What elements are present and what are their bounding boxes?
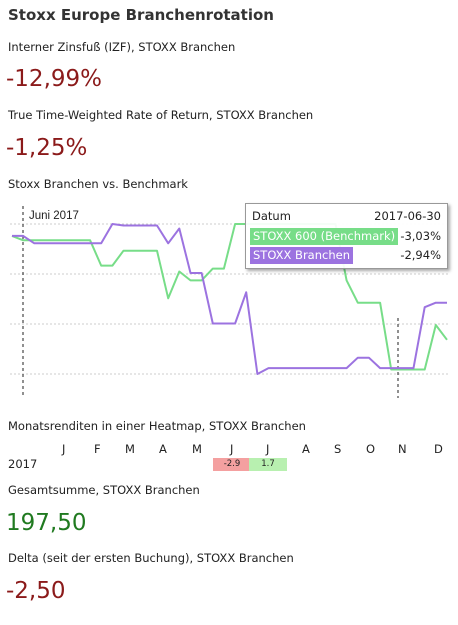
heatmap-label: Monatsrenditen in einer Heatmap, STOXX B… xyxy=(8,419,306,433)
heatmap-month-label: A xyxy=(302,442,310,456)
total-label: Gesamtsumme, STOXX Branchen xyxy=(8,483,200,497)
heatmap-month-label: S xyxy=(334,442,342,456)
series-layer xyxy=(11,223,448,375)
heatmap-month-label: A xyxy=(159,442,167,456)
heatmap-month-label: M xyxy=(192,442,202,456)
series-line xyxy=(12,223,447,375)
comparison-chart[interactable]: Juni 2017 xyxy=(0,198,458,403)
tooltip-series-name: STOXX Branchen xyxy=(250,247,353,264)
heatmap-cell[interactable]: -2.9 xyxy=(213,458,251,471)
heatmap-month-label: M xyxy=(125,442,135,456)
tooltip-series-value: -2,94% xyxy=(400,248,441,262)
heatmap-year: 2017 xyxy=(8,457,38,471)
heatmap-month-label: F xyxy=(94,442,101,456)
ttwror-label: True Time-Weighted Rate of Return, STOXX… xyxy=(8,108,314,122)
tooltip-date-value: 2017-06-30 xyxy=(374,209,441,223)
total-value: 197,50 xyxy=(6,510,87,536)
heatmap-month-label: N xyxy=(398,442,407,456)
irr-value: -12,99% xyxy=(6,66,102,92)
tooltip-header: Datum 2017-06-30 xyxy=(250,208,443,225)
heatmap-month-label: D xyxy=(434,442,443,456)
tooltip-series-name: STOXX 600 (Benchmark) xyxy=(250,228,399,245)
page-title: Stoxx Europe Branchenrotation xyxy=(8,6,274,24)
delta-value: -2,50 xyxy=(6,578,66,604)
heatmap-month-label: J xyxy=(266,442,270,456)
delta-label: Delta (seit der ersten Buchung), STOXX B… xyxy=(8,551,294,565)
marker-label: Juni 2017 xyxy=(29,210,79,222)
irr-label: Interner Zinsfuß (IZF), STOXX Branchen xyxy=(8,40,236,54)
tooltip-series-value: -3,03% xyxy=(400,229,441,243)
heatmap-month-label: O xyxy=(366,442,376,456)
ttwror-value: -1,25% xyxy=(6,135,88,161)
heatmap-cell[interactable]: 1.7 xyxy=(249,458,287,471)
heatmap-month-label: J xyxy=(62,442,66,456)
tooltip-date-key: Datum xyxy=(252,209,291,223)
tooltip-row-portfolio: STOXX Branchen -2,94% xyxy=(250,247,443,264)
heatmap-month-label: J xyxy=(230,442,234,456)
series-line xyxy=(11,223,448,371)
compare-label: Stoxx Branchen vs. Benchmark xyxy=(8,177,188,191)
tooltip-row-benchmark: STOXX 600 (Benchmark) -3,03% xyxy=(250,228,443,245)
chart-tooltip: Datum 2017-06-30 STOXX 600 (Benchmark) -… xyxy=(245,203,448,269)
